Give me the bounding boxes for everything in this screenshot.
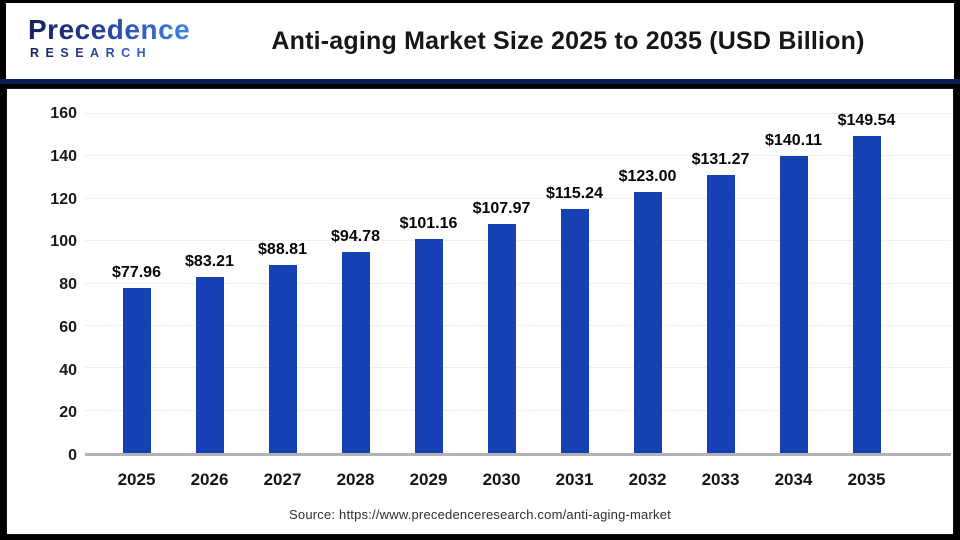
bar xyxy=(779,156,808,453)
y-tick-label: 60 xyxy=(59,318,77,336)
bar-cell: $140.11 xyxy=(757,114,830,453)
bars-row: $77.96 $83.21 $88.81 $94.78 $101.16 $107.97 $1… xyxy=(100,112,903,453)
y-tick-label: 140 xyxy=(50,147,77,165)
x-tick-label: 2028 xyxy=(336,470,375,489)
gridline xyxy=(85,367,951,369)
bar-cell: $115.24 xyxy=(538,114,611,453)
header-divider xyxy=(0,79,960,84)
bar-value-label: $94.78 xyxy=(331,228,380,246)
bar-value-label: $77.96 xyxy=(112,263,161,281)
x-tick-label: 2031 xyxy=(555,470,594,489)
x-tick-label: 2034 xyxy=(774,470,813,489)
gridline xyxy=(85,155,951,157)
x-tick-label: 2025 xyxy=(117,470,156,489)
bar xyxy=(560,208,589,453)
plot-area: $77.96 $83.21 $88.81 $94.78 $101.16 $107.97 $1… xyxy=(85,112,951,456)
gridline xyxy=(85,240,951,242)
bar-cell: $131.27 xyxy=(684,114,757,453)
logo-subtitle: RESEARCH xyxy=(28,47,190,60)
bar-value-label: $101.16 xyxy=(399,214,458,232)
y-tick-label: 120 xyxy=(50,190,77,208)
bar-value-label: $88.81 xyxy=(258,240,307,258)
x-axis: 2025 2026 2027 2028 2029 2030 2031 2032 2033 2034… xyxy=(100,470,903,490)
x-tick-label: 2032 xyxy=(628,470,667,489)
x-tick-label: 2030 xyxy=(482,470,521,489)
y-tick-label: 40 xyxy=(59,361,77,379)
gridline xyxy=(85,197,951,199)
bar-cell: $123.00 xyxy=(611,114,684,453)
x-tick-label: 2026 xyxy=(190,470,229,489)
x-tick-label: 2035 xyxy=(847,470,886,489)
bar xyxy=(268,264,297,453)
bar-value-label: $123.00 xyxy=(618,168,677,186)
bar xyxy=(852,136,881,453)
bar xyxy=(122,287,151,453)
bar xyxy=(706,174,735,453)
x-tick-label: 2027 xyxy=(263,470,302,489)
bar-value-label: $131.27 xyxy=(691,150,750,168)
y-tick-label: 0 xyxy=(68,447,77,464)
logo-wordmark: Precedence xyxy=(28,14,191,45)
bar-cell: $88.81 xyxy=(246,114,319,453)
y-tick-label: 80 xyxy=(59,276,77,293)
bar-value-label: $140.11 xyxy=(765,132,822,150)
bar-value-label: $115.24 xyxy=(546,184,603,202)
y-tick-label: 20 xyxy=(59,404,77,422)
gridline xyxy=(85,324,951,326)
y-axis: 0 20 40 60 80 100 120 140 160 xyxy=(7,105,79,464)
chart-title: Anti-aging Market Size 2025 to 2035 (USD… xyxy=(271,26,865,55)
chart-panel: 0 20 40 60 80 100 120 140 160 $77.96 $83.21 $88.81… xyxy=(6,88,954,535)
bar-cell: $101.16 xyxy=(392,114,465,453)
y-tick-label: 160 xyxy=(50,105,77,122)
bar-value-label: $83.21 xyxy=(185,252,234,270)
bar xyxy=(195,276,224,453)
bar xyxy=(341,252,370,453)
bar-cell: $94.78 xyxy=(319,114,392,453)
bar-cell: $77.96 xyxy=(100,114,173,453)
gridline xyxy=(85,409,951,411)
gridline xyxy=(85,282,951,284)
bar-value-label: $149.54 xyxy=(837,112,896,130)
bar-cell: $83.21 xyxy=(173,114,246,453)
x-tick-label: 2029 xyxy=(409,470,448,489)
bar-value-label: $107.97 xyxy=(472,200,531,218)
source-text: Source: https://www.precedenceresearch.c… xyxy=(289,507,671,522)
bar-cell: $149.54 xyxy=(830,112,903,453)
x-tick-label: 2033 xyxy=(701,470,740,489)
bar xyxy=(487,224,516,453)
bar-cell: $107.97 xyxy=(465,114,538,453)
bar xyxy=(633,192,662,453)
gridline xyxy=(85,113,951,114)
bar xyxy=(414,238,443,453)
precedence-research-logo: Precedence RESEARCH xyxy=(28,16,190,60)
y-tick-label: 100 xyxy=(50,233,77,251)
header: Precedence RESEARCH Anti-aging Market Si… xyxy=(6,3,954,79)
